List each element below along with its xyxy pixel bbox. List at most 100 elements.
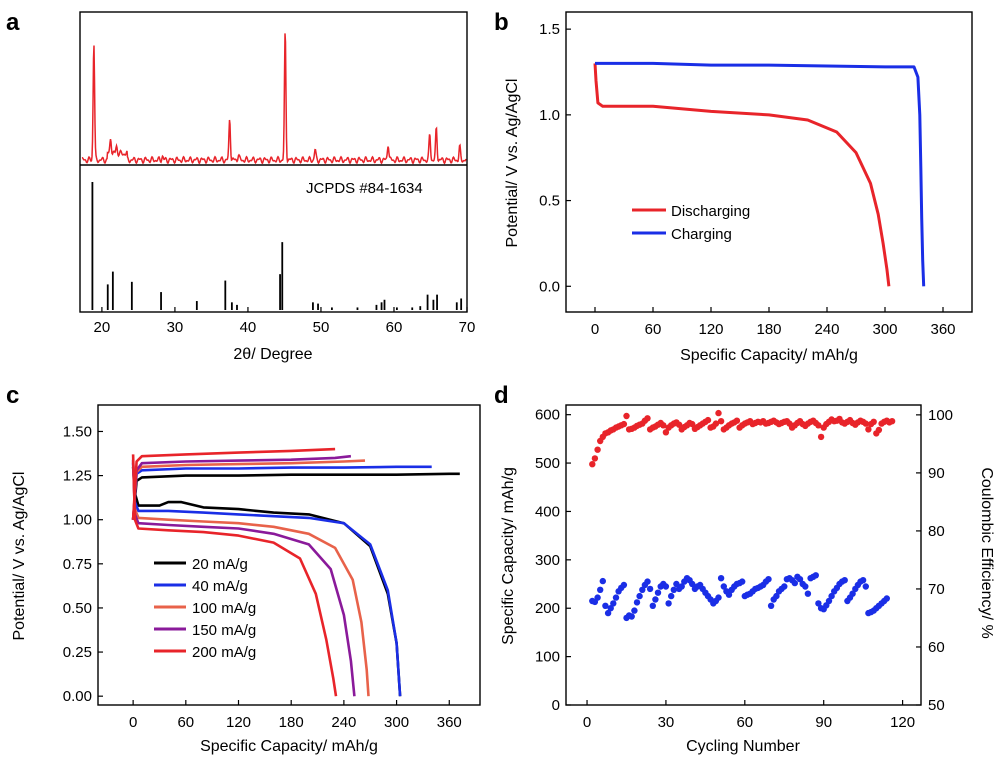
data-point-efficiency	[888, 418, 896, 425]
data-point-capacity	[649, 602, 656, 609]
data-point-capacity	[828, 592, 835, 600]
y2-tick-label: 70	[928, 581, 945, 598]
legend-label-discharging: Discharging	[671, 203, 750, 220]
data-point-capacity	[791, 579, 798, 587]
x-tick-label: 50	[313, 319, 330, 336]
discharge-line	[131, 454, 338, 697]
data-point-capacity	[815, 600, 822, 607]
data-point-efficiency	[623, 412, 630, 420]
x-tick-label: 360	[437, 714, 462, 731]
data-point-capacity	[862, 583, 869, 590]
charge-line	[131, 447, 336, 520]
data-point-capacity	[665, 600, 672, 607]
data-point-efficiency	[620, 420, 628, 428]
data-point-efficiency	[712, 420, 720, 427]
y-tick-label: 1.50	[63, 423, 92, 440]
y-tick-label: 0.5	[539, 193, 560, 210]
panel-c-marks: 0 60 120 180 240 300 360 0.00 0.25 0.50 0.75 1.00 1.…	[63, 423, 462, 731]
data-point-capacity	[604, 609, 612, 617]
y-tick-label: 0.25	[63, 644, 92, 661]
panel-c-legend: 20 mA/g 40 mA/g 100 mA/g 150 mA/g 200 mA…	[154, 556, 256, 661]
panel-b-xlabel: Specific Capacity/ mAh/g	[680, 347, 858, 364]
data-point-capacity	[636, 592, 643, 600]
x-tick-label: 0	[129, 714, 137, 731]
x-tick-label: 60	[386, 319, 403, 336]
data-point-capacity	[812, 572, 819, 579]
data-point-capacity	[689, 580, 696, 588]
y2-tick-label: 90	[928, 465, 945, 482]
y2-tick-label: 100	[928, 407, 953, 424]
x-tick-label: 180	[756, 321, 781, 338]
panel-b: b 0 60 120 180 240 300 360 0.0 0.5 1.0 1.5 Specifi…	[494, 9, 973, 364]
x-tick-label: 0	[583, 714, 591, 731]
y-tick-label: 600	[535, 407, 560, 424]
x-tick-label: 60	[736, 714, 753, 731]
data-point-capacity	[720, 583, 727, 590]
data-point-efficiency	[815, 422, 822, 429]
y-tick-label: 400	[535, 503, 560, 520]
data-point-capacity	[628, 613, 635, 620]
data-point-capacity	[765, 576, 772, 583]
data-point-efficiency	[675, 421, 683, 428]
data-point-capacity	[620, 581, 628, 589]
y2-tick-label: 50	[928, 697, 945, 714]
legend-label-200: 200 mA/g	[192, 644, 256, 661]
data-point-capacity	[668, 592, 675, 600]
y2-tick-label: 80	[928, 523, 945, 540]
data-point-efficiency	[644, 415, 651, 422]
y2-tick-label: 60	[928, 639, 945, 656]
y-tick-label: 300	[535, 552, 560, 569]
x-tick-label: 300	[384, 714, 409, 731]
panel-b-frame	[565, 11, 973, 313]
y-tick-label: 0.75	[63, 556, 92, 573]
y-tick-label: 100	[535, 649, 560, 666]
data-point-capacity	[883, 595, 890, 602]
data-point-capacity	[612, 594, 620, 601]
y-tick-label: 500	[535, 455, 560, 472]
data-point-efficiency	[662, 429, 670, 436]
legend-label-100: 100 mA/g	[192, 600, 256, 617]
y-tick-label: 1.5	[539, 21, 560, 38]
x-tick-label: 120	[890, 714, 915, 731]
data-point-capacity	[717, 575, 725, 582]
panel-a-annotation: JCPDS #84-1634	[306, 180, 423, 197]
y-tick-label: 1.00	[63, 512, 92, 529]
data-point-capacity	[739, 578, 746, 585]
x-tick-label: 120	[698, 321, 723, 338]
panel-a-frame	[79, 11, 468, 313]
series-line-discharging	[593, 63, 891, 287]
panel-b-letter: b	[494, 9, 509, 36]
panel-d-marks: 0 30 60 90 120 0 100 200 300 400 500 600 50 60 70 80 90 1…	[535, 407, 953, 731]
data-point-efficiency	[865, 426, 872, 433]
y-tick-label: 200	[535, 600, 560, 617]
data-point-capacity	[639, 586, 646, 593]
data-point-efficiency	[704, 416, 712, 424]
panel-d-y2label: Coulombic Efficiency/ %	[978, 467, 995, 638]
x-tick-label: 30	[167, 319, 184, 336]
data-point-capacity	[644, 578, 651, 585]
panel-c: c 0 60 120 180 240 300 360 0.00 0.25 0.50 0.75 1.00…	[6, 382, 481, 755]
data-point-capacity	[802, 583, 809, 590]
discharge-line	[131, 463, 402, 697]
data-point-efficiency	[660, 422, 667, 429]
data-point-capacity	[841, 577, 848, 584]
data-point-capacity	[662, 583, 670, 590]
data-point-capacity	[597, 586, 604, 593]
discharge-line	[131, 466, 402, 697]
x-tick-label: 60	[177, 714, 194, 731]
legend-label-charging: Charging	[671, 226, 732, 243]
data-point-efficiency	[817, 433, 825, 441]
legend-label-40: 40 mA/g	[192, 578, 248, 595]
y-tick-label: 0.50	[63, 600, 92, 617]
data-point-efficiency	[717, 418, 725, 425]
panel-b-ylabel: Potential/ V vs. Ag/AgCl	[504, 79, 521, 248]
data-point-capacity	[773, 592, 780, 600]
data-point-efficiency	[875, 426, 883, 434]
panel-d-frame	[565, 404, 922, 706]
panel-c-letter: c	[6, 382, 19, 409]
data-point-efficiency	[715, 409, 722, 417]
x-tick-label: 120	[226, 714, 251, 731]
y-tick-label: 0	[552, 697, 560, 714]
panel-c-xlabel: Specific Capacity/ mAh/g	[200, 738, 378, 755]
data-point-capacity	[654, 589, 662, 596]
